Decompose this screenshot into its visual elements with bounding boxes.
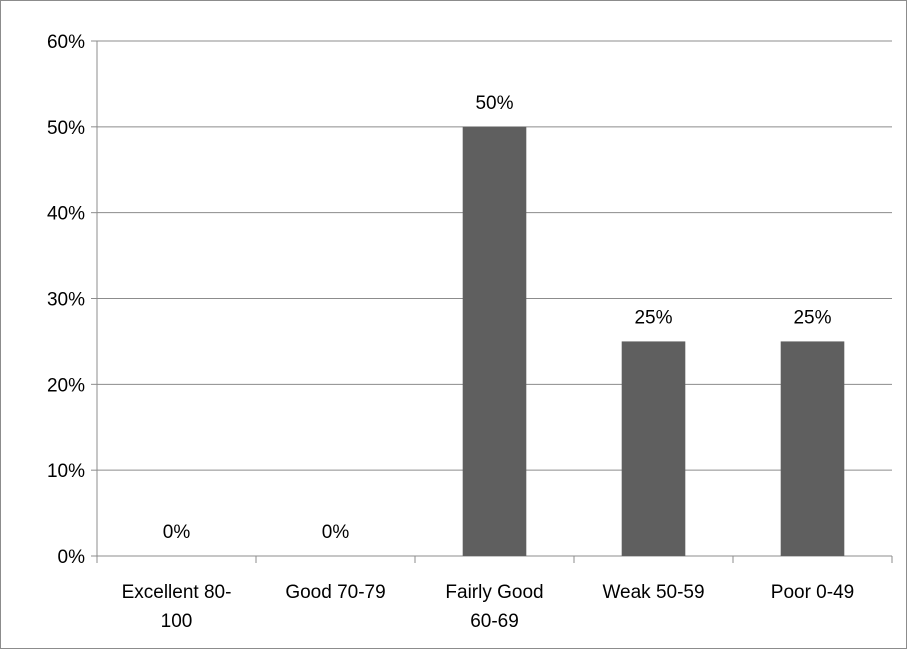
category-label-line: Excellent 80- xyxy=(122,582,232,603)
category-label-line: 60-69 xyxy=(470,611,519,632)
category-label: Excellent 80- 100 xyxy=(122,582,232,632)
y-tick-label: 50% xyxy=(47,118,85,139)
data-label: 0% xyxy=(163,522,191,543)
category-label-line: Poor 0-49 xyxy=(771,582,854,603)
y-tick-label: 0% xyxy=(58,547,86,568)
y-tick-label: 30% xyxy=(47,290,85,311)
category-label-line: Good 70-79 xyxy=(285,582,385,603)
category-labels: Excellent 80- 100 Good 70-79 Fairly Good 60-… xyxy=(122,582,855,632)
category-label-line: 100 xyxy=(161,611,193,632)
bar xyxy=(621,341,686,556)
y-tick-label: 40% xyxy=(47,204,85,225)
bar xyxy=(462,126,527,556)
y-tick-labels: 0% 10% 20% 30% 40% 50% 60% xyxy=(47,32,85,568)
category-label: Weak 50-59 xyxy=(602,582,704,603)
bars xyxy=(462,126,845,556)
y-tick-label: 60% xyxy=(47,32,85,53)
data-label: 0% xyxy=(322,522,350,543)
category-label: Good 70-79 xyxy=(285,582,385,603)
category-label: Fairly Good 60-69 xyxy=(445,582,543,632)
bar xyxy=(780,341,845,556)
category-label-line: Weak 50-59 xyxy=(602,582,704,603)
data-label: 25% xyxy=(634,307,672,328)
y-tick-label: 20% xyxy=(47,375,85,396)
data-label: 25% xyxy=(793,307,831,328)
category-label-line: Fairly Good xyxy=(445,582,543,603)
data-label: 50% xyxy=(475,93,513,114)
category-label: Poor 0-49 xyxy=(771,582,854,603)
y-tick-label: 10% xyxy=(47,461,85,482)
data-labels: 0% 0% 50% 25% 25% xyxy=(163,93,832,543)
